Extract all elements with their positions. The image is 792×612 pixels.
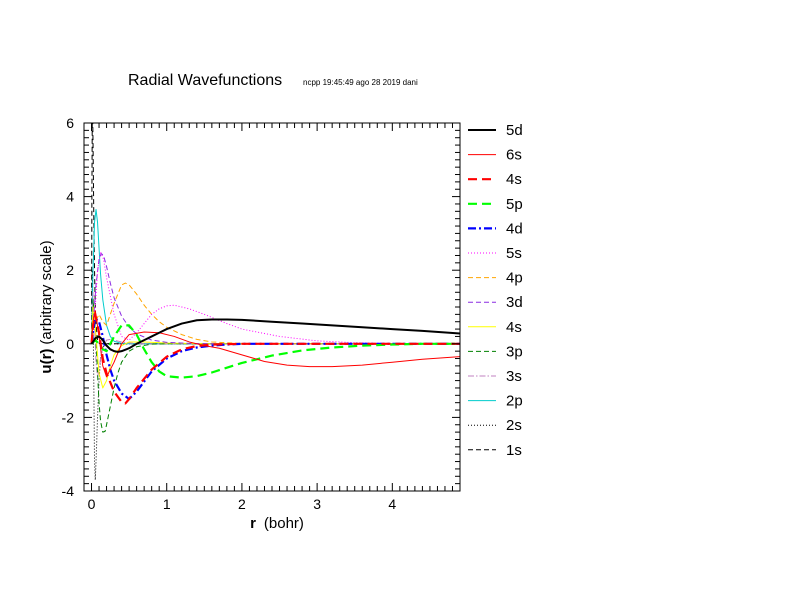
x-axis: 0 1 2 3 4 bbox=[88, 496, 397, 512]
y-tick-label: -4 bbox=[62, 483, 75, 499]
series-line-5d-0 bbox=[90, 318, 460, 353]
series-line-4s-2 bbox=[90, 313, 460, 405]
x-tick-label: 3 bbox=[313, 496, 321, 512]
chart-title: Radial Wavefunctions bbox=[128, 72, 282, 89]
series-line-4s-8 bbox=[91, 306, 460, 389]
series-line-2s-12 bbox=[91, 269, 460, 481]
series-line-2p-11 bbox=[91, 208, 460, 345]
series-line-1s-13 bbox=[91, 123, 460, 345]
legend-label-5d-0: 5d bbox=[506, 122, 523, 139]
legend-label-4s-2: 4s bbox=[506, 171, 522, 188]
series-line-3s-10 bbox=[91, 291, 460, 378]
x-tick-label: 1 bbox=[163, 496, 171, 512]
series-line-6s-1 bbox=[91, 310, 460, 378]
legend-label-6s-1: 6s bbox=[506, 147, 522, 164]
legend-label-5s-5: 5s bbox=[506, 245, 522, 262]
y-tick-label: 2 bbox=[66, 262, 74, 278]
legend: 5d 6s 4s 5p 4d 5s 4p 3d 4s 3p 3s 2p 2s 1s bbox=[468, 122, 523, 459]
x-axis-label: r (bohr) bbox=[250, 515, 304, 532]
legend-label-4d-4: 4d bbox=[506, 220, 523, 237]
legend-label-3d-7: 3d bbox=[506, 294, 523, 311]
y-axis: -4 -2 0 2 4 6 bbox=[62, 115, 75, 499]
x-tick-label: 0 bbox=[88, 496, 96, 512]
series-line-5p-3 bbox=[90, 324, 460, 379]
plot-area bbox=[83, 122, 461, 492]
plot-frame bbox=[83, 122, 461, 492]
legend-label-3p-9: 3p bbox=[506, 343, 523, 360]
legend-label-2p-11: 2p bbox=[506, 393, 523, 410]
series-line-3p-9 bbox=[91, 299, 460, 433]
y-tick-label: 4 bbox=[66, 189, 74, 205]
y-tick-label: 0 bbox=[66, 336, 74, 352]
legend-label-3s-10: 3s bbox=[506, 368, 522, 385]
legend-label-4s-8: 4s bbox=[506, 319, 522, 336]
legend-label-1s-13: 1s bbox=[506, 442, 522, 459]
y-tick-label: -2 bbox=[62, 409, 75, 425]
series-line-5s-5 bbox=[91, 251, 460, 345]
x-tick-label: 2 bbox=[238, 496, 246, 512]
x-tick-label: 4 bbox=[388, 496, 396, 512]
legend-label-4p-6: 4p bbox=[506, 270, 523, 287]
y-tick-label: 6 bbox=[66, 115, 74, 131]
legend-label-5p-3: 5p bbox=[506, 196, 523, 213]
y-axis-label: u(r)(arbitrary scale) bbox=[38, 240, 55, 373]
chart-subtitle: ncpp 19:45:49 ago 28 2019 dani bbox=[303, 78, 418, 87]
legend-label-2s-12: 2s bbox=[506, 417, 522, 434]
series-line-4p-6 bbox=[91, 282, 460, 345]
